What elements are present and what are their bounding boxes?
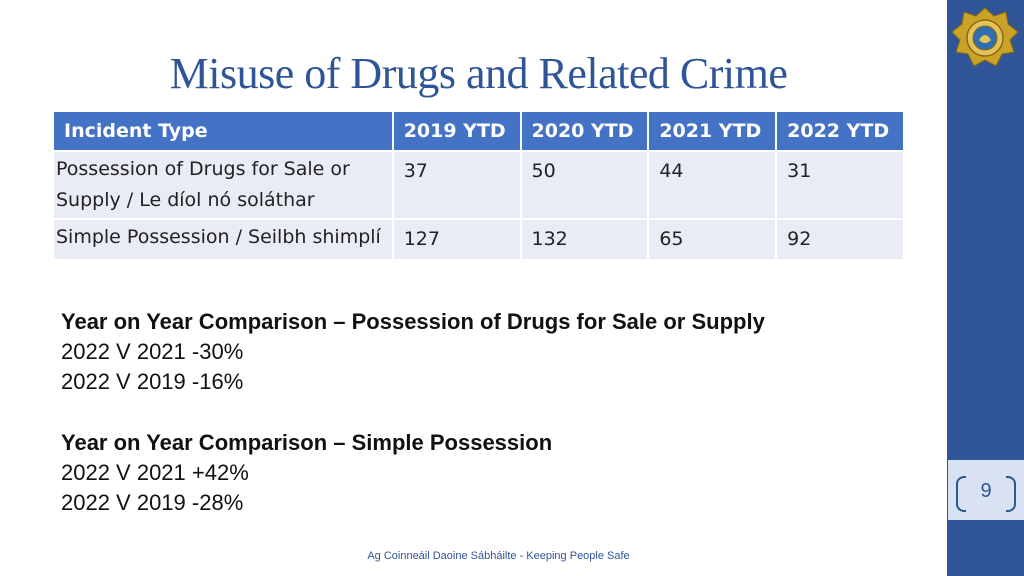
comparison-block-sale-supply: Year on Year Comparison – Possession of … bbox=[61, 307, 765, 397]
comparison-line: 2022 V 2021 -30% bbox=[61, 339, 244, 364]
column-header: 2020 YTD bbox=[521, 112, 648, 150]
table-row: Simple Possession / Seilbh shimplí 127 1… bbox=[54, 220, 903, 259]
garda-badge-icon bbox=[951, 7, 1019, 67]
incident-type-cell: Possession of Drugs for Sale or Supply /… bbox=[54, 152, 392, 218]
comparison-line: 2022 V 2019 -28% bbox=[61, 490, 244, 515]
value-cell: 50 bbox=[521, 152, 648, 218]
value-cell: 127 bbox=[393, 220, 520, 259]
incident-table: Incident Type 2019 YTD 2020 YTD 2021 YTD… bbox=[52, 110, 905, 261]
column-header: 2019 YTD bbox=[393, 112, 520, 150]
left-bracket-icon bbox=[956, 476, 966, 512]
comparison-heading: Year on Year Comparison – Simple Possess… bbox=[61, 430, 553, 455]
value-cell: 31 bbox=[777, 152, 903, 218]
table-row: Possession of Drugs for Sale or Supply /… bbox=[54, 152, 903, 218]
column-header: Incident Type bbox=[54, 112, 392, 150]
value-cell: 65 bbox=[649, 220, 776, 259]
comparison-line: 2022 V 2021 +42% bbox=[61, 460, 249, 485]
comparison-line: 2022 V 2019 -16% bbox=[61, 369, 244, 394]
page-number: 9 bbox=[980, 480, 992, 502]
slide-title: Misuse of Drugs and Related Crime bbox=[169, 49, 788, 98]
column-header: 2022 YTD bbox=[777, 112, 903, 150]
incident-type-cell: Simple Possession / Seilbh shimplí bbox=[54, 220, 392, 259]
comparison-block-simple-possession: Year on Year Comparison – Simple Possess… bbox=[61, 428, 552, 518]
comparison-heading: Year on Year Comparison – Possession of … bbox=[61, 309, 765, 334]
value-cell: 132 bbox=[521, 220, 648, 259]
right-bracket-icon bbox=[1006, 476, 1016, 512]
value-cell: 44 bbox=[649, 152, 776, 218]
page-number-box: 9 bbox=[948, 460, 1024, 520]
table-header-row: Incident Type 2019 YTD 2020 YTD 2021 YTD… bbox=[54, 112, 903, 150]
value-cell: 37 bbox=[393, 152, 520, 218]
column-header: 2021 YTD bbox=[649, 112, 776, 150]
value-cell: 92 bbox=[777, 220, 903, 259]
footer-tagline: Ag Coinneáil Daoine Sábháilte - Keeping … bbox=[367, 550, 630, 562]
